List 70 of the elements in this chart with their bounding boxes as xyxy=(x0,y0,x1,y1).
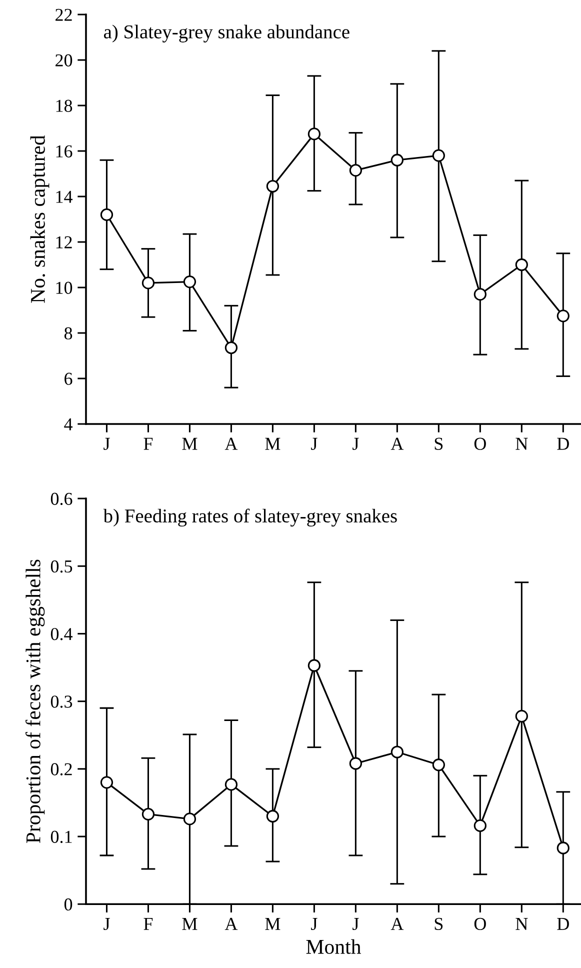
x-tick-label: J xyxy=(104,918,110,930)
y-tick-label: 22 xyxy=(56,8,72,21)
x-tick-label: O xyxy=(474,438,486,450)
point xyxy=(100,776,114,789)
y-tick-label: 16 xyxy=(56,145,72,158)
x-tick-label: A xyxy=(390,438,404,450)
x-tick-label: M xyxy=(182,438,198,450)
x-tick-label: D xyxy=(557,438,569,450)
y-tick-label: 8 xyxy=(64,327,72,340)
point xyxy=(266,810,280,823)
y-tick-label: 18 xyxy=(56,100,72,112)
y-tick-label: 12 xyxy=(56,236,72,248)
point xyxy=(266,180,280,193)
point xyxy=(432,758,445,772)
x-tick-label: F xyxy=(144,918,153,930)
point xyxy=(474,819,486,832)
y-tick-label: 0.3 xyxy=(50,696,72,708)
x-tick-label: J xyxy=(311,918,318,930)
x-tick-label: D xyxy=(557,918,569,930)
point xyxy=(183,275,196,288)
y-tick-label: 14 xyxy=(56,190,73,203)
y-tick-label: 4 xyxy=(64,418,73,430)
point xyxy=(556,310,570,322)
point xyxy=(390,154,404,166)
x-tick-label: O xyxy=(474,918,486,930)
y-tick-label: 6 xyxy=(64,372,72,385)
x-tick-label: M xyxy=(182,918,198,930)
point xyxy=(224,778,238,791)
x-tick-label: M xyxy=(265,438,280,450)
point xyxy=(308,128,321,140)
point xyxy=(390,746,404,758)
x-tick-label: J xyxy=(311,438,318,450)
chart-title: b) Feeding rates of slatey-grey snakes xyxy=(103,508,397,527)
x-tick-label: J xyxy=(104,438,110,450)
x-tick-label: A xyxy=(224,438,238,450)
point xyxy=(100,208,114,222)
point xyxy=(432,149,445,162)
x-tick-label: A xyxy=(390,918,404,930)
point xyxy=(308,659,321,672)
x-tick-label: J xyxy=(352,438,359,450)
x-tick-label: A xyxy=(224,918,238,930)
point xyxy=(515,710,528,723)
point xyxy=(142,808,155,821)
point xyxy=(142,276,155,290)
point xyxy=(349,164,362,177)
point xyxy=(224,341,238,354)
x-tick-label: N xyxy=(516,438,528,450)
point xyxy=(474,288,486,301)
x-tick-label: S xyxy=(434,438,443,450)
y-tick-label: 20 xyxy=(56,54,72,66)
point xyxy=(515,258,528,272)
y-axis-title: No. snakes captured xyxy=(30,135,50,303)
y-tick-label: 0.2 xyxy=(50,763,72,776)
y-axis-title: Proportion of feces with eggshells xyxy=(26,560,45,844)
y-tick-label: 0.6 xyxy=(50,492,72,506)
x-tick-label: N xyxy=(516,918,528,930)
x-tick-label: S xyxy=(434,918,443,930)
y-tick-label: 0.4 xyxy=(50,628,73,640)
point xyxy=(183,812,196,826)
point xyxy=(349,757,362,770)
x-tick-label: F xyxy=(144,438,153,450)
y-tick-label: 10 xyxy=(56,282,72,294)
x-tick-label: J xyxy=(352,918,359,930)
chart-title: a) Slatey-grey snake abundance xyxy=(104,24,350,42)
y-tick-label: 0.1 xyxy=(50,830,72,844)
y-tick-label: 0 xyxy=(64,898,72,911)
point xyxy=(556,842,570,854)
y-tick-label: 0.5 xyxy=(50,560,72,573)
x-tick-label: M xyxy=(265,918,280,930)
x-axis-title: Month xyxy=(306,939,361,954)
